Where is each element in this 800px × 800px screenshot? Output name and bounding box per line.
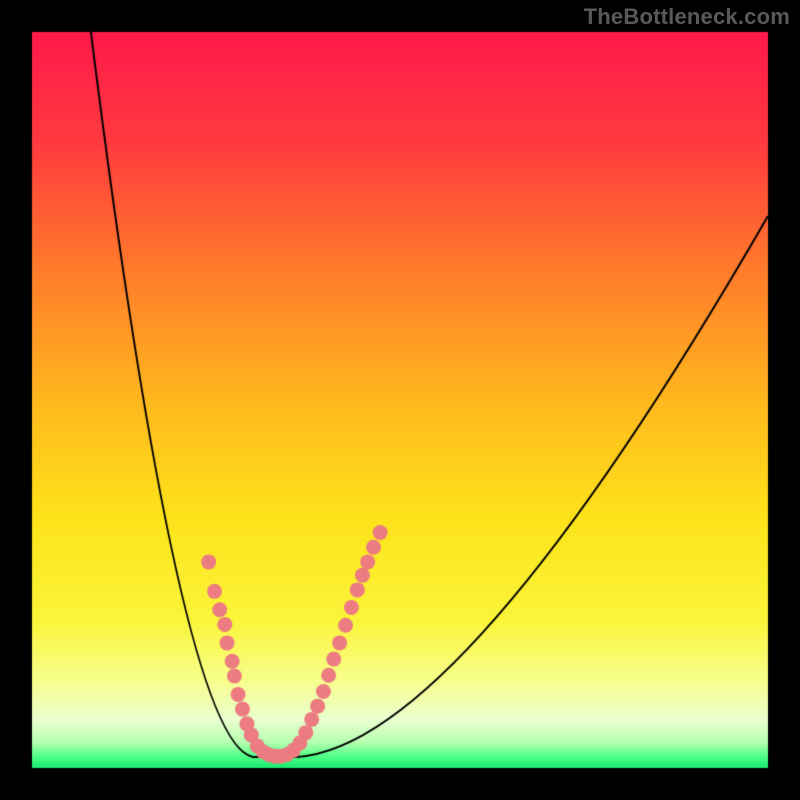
chart-stage: TheBottleneck.com <box>0 0 800 800</box>
bottleneck-curve-chart <box>0 0 800 800</box>
